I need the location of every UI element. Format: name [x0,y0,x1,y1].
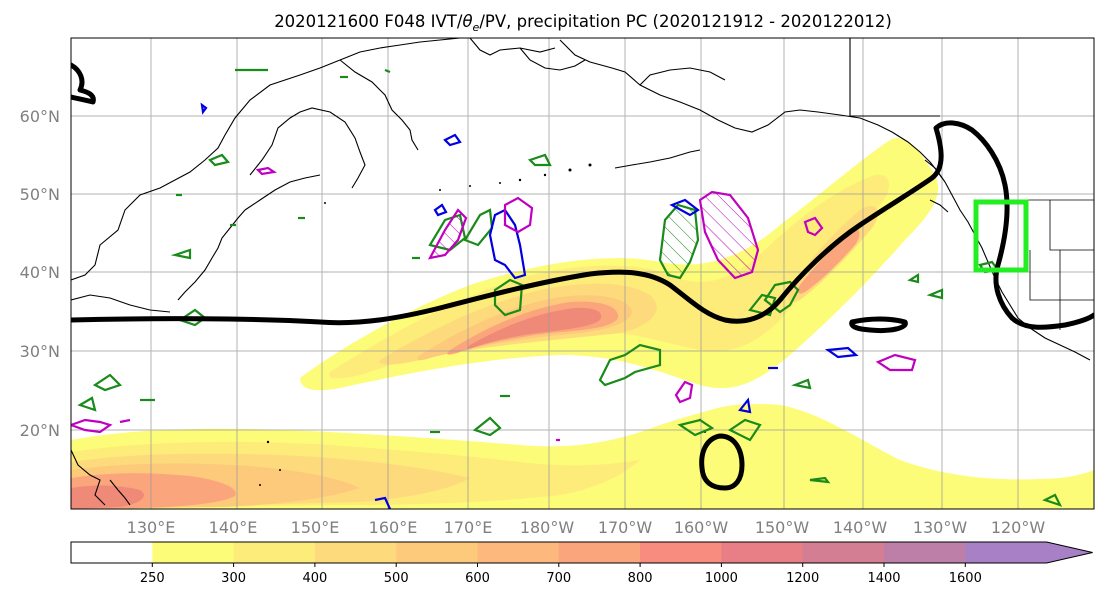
lat-label: 20°N [20,421,60,440]
figure-title: 2020121600 F048 IVT/θe/PV, precipitation… [274,12,892,34]
colorbar-tick-label: 1600 [949,571,982,586]
lat-label: 60°N [20,107,60,126]
colorbar-segment [396,542,478,563]
colorbar-tick-label: 1000 [705,571,738,586]
lat-label: 40°N [20,263,60,282]
colorbar-outline [70,541,1093,564]
colorbar-segment [640,542,722,563]
colorbar-segment [721,542,804,563]
pv-contours-magenta [71,166,917,442]
lon-label: 150°W [755,518,810,537]
colorbar-tick-label: 600 [465,571,490,586]
colorbar-tick-label: 500 [384,571,409,586]
lon-label: 170°E [444,518,493,537]
lon-label: 140°W [833,518,888,537]
colorbar-segment [314,542,397,563]
lat-label: 50°N [20,185,60,204]
colorbar-tick-label: 400 [302,571,327,586]
lat-label: 30°N [20,342,60,361]
aleutian-islands [259,163,706,486]
lon-label: 140°E [209,518,258,537]
lon-label: 170°W [598,518,653,537]
map-frame [70,37,1095,510]
lon-labels: 130°E 140°E 150°E 160°E 170°E 180°W 170°… [127,518,1046,537]
theta-e-contours [71,62,1094,491]
lon-label: 180°W [520,518,575,537]
lon-label: 150°E [291,518,340,537]
colorbar-tick-label: 250 [140,571,165,586]
graticule [71,38,1094,509]
lon-label: 120°W [991,518,1046,537]
pv-contours-blue [200,102,859,509]
colorbar-tick-label: 1400 [867,571,900,586]
pv-contours-green [77,68,1063,507]
ivt-shading [71,138,1094,509]
map-area [71,38,1094,509]
colorbar-segment [558,542,641,563]
colorbar-extend-arrow [965,542,1093,563]
colorbar-segment [477,542,560,563]
colorbar-tick-label: 300 [221,571,246,586]
lon-label: 160°E [369,518,418,537]
colorbar-segment [802,542,885,563]
colorbar-tick-label: 800 [628,571,653,586]
lat-labels: 60°N 50°N 40°N 30°N 20°N [20,107,60,440]
lon-label: 130°E [127,518,176,537]
colorbar-segment [884,542,966,563]
colorbar-tick-label: 700 [546,571,571,586]
colorbar-tick-label: 1200 [786,571,819,586]
target-region-box [973,199,1029,273]
colorbar-segment [233,542,316,563]
colorbar: 250 300 400 500 600 700 800 1000 1200 1400 1600 [70,541,1093,586]
lon-label: 160°W [674,518,729,537]
colorbar-segment [71,542,153,563]
coastlines [71,38,1094,506]
colorbar-segment [152,542,235,563]
lon-label: 130°W [913,518,968,537]
